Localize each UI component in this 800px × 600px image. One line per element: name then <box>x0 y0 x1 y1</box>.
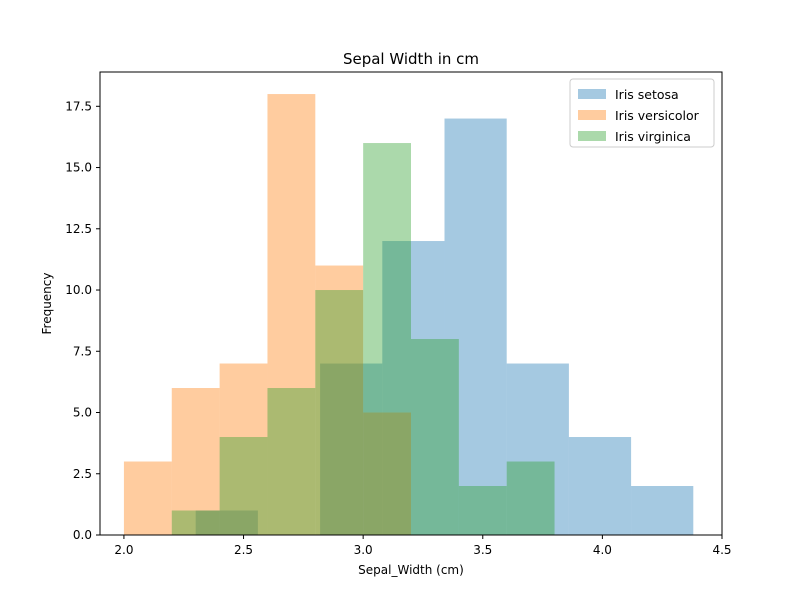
bar-iris-setosa <box>320 363 383 535</box>
legend-box <box>569 78 715 148</box>
legend: Iris setosa Iris versicolor Iris virginica <box>569 78 715 148</box>
y-tick-label: 17.5 <box>65 99 92 113</box>
bar-iris-virginica <box>411 339 459 535</box>
y-tick-label: 7.5 <box>73 344 92 358</box>
bar-iris-setosa <box>631 486 694 535</box>
bar-iris-versicolor <box>219 363 268 535</box>
bar-iris-versicolor <box>171 388 220 535</box>
x-axis-ticks: 2.0 2.5 3.0 3.5 4.0 4.5 <box>114 535 732 557</box>
y-tick-label: 5.0 <box>73 406 92 420</box>
legend-label: Iris setosa <box>615 87 679 102</box>
bar-iris-setosa <box>506 363 569 535</box>
y-axis-label: Frequency <box>40 273 54 335</box>
x-tick-label: 4.5 <box>712 543 731 557</box>
legend-swatch <box>578 89 606 99</box>
y-tick-label: 15.0 <box>65 161 92 175</box>
bar-iris-versicolor <box>363 412 411 535</box>
bar-iris-virginica <box>315 290 364 535</box>
x-tick-label: 3.0 <box>354 543 373 557</box>
bar-iris-virginica <box>219 437 268 535</box>
bar-iris-setosa <box>382 241 445 536</box>
y-axis-ticks: 0.0 2.5 5.0 7.5 10.0 12.5 15.0 17.5 <box>65 99 100 542</box>
bar-iris-setosa <box>195 510 258 535</box>
bar-iris-versicolor <box>315 265 364 535</box>
legend-label: Iris virginica <box>615 129 691 144</box>
x-tick-label: 2.5 <box>234 543 253 557</box>
bar-iris-virginica <box>506 461 555 535</box>
y-tick-label: 10.0 <box>65 283 92 297</box>
y-tick-label: 2.5 <box>73 467 92 481</box>
bar-iris-setosa <box>444 118 507 535</box>
plot-frame <box>99 71 723 536</box>
bar-iris-virginica <box>458 486 507 535</box>
y-tick-label: 12.5 <box>65 222 92 236</box>
x-tick-label: 4.0 <box>593 543 612 557</box>
legend-swatch <box>578 110 606 120</box>
bar-iris-virginica <box>363 143 411 535</box>
chart-title: Sepal Width in cm <box>343 50 479 68</box>
bars-layer <box>123 94 694 536</box>
legend-swatch <box>578 131 606 141</box>
bar-iris-virginica <box>171 510 220 535</box>
bar-iris-setosa <box>568 437 632 535</box>
legend-label: Iris versicolor <box>615 108 700 123</box>
bar-iris-versicolor <box>267 94 316 536</box>
bar-iris-virginica <box>267 388 316 535</box>
x-axis-label: Sepal_Width (cm) <box>358 563 464 577</box>
y-tick-label: 0.0 <box>73 528 92 542</box>
x-tick-label: 3.5 <box>473 543 492 557</box>
x-tick-label: 2.0 <box>114 543 133 557</box>
bar-iris-versicolor <box>123 461 172 535</box>
